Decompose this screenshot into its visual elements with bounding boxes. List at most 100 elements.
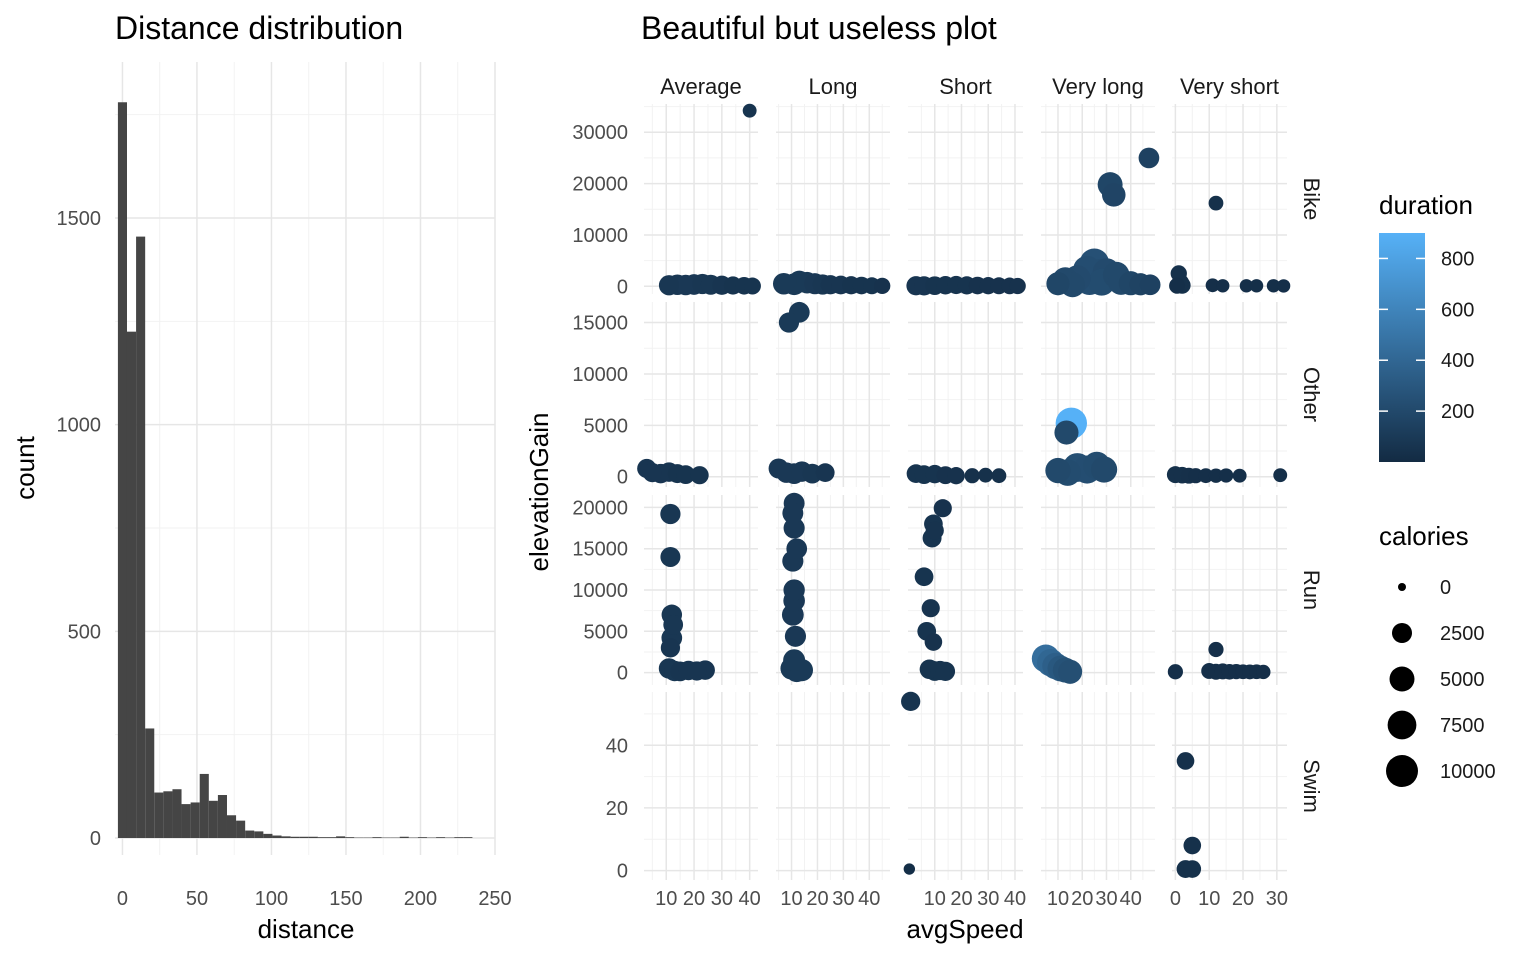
facet-y-tick-label: 5000 bbox=[584, 415, 629, 437]
facet-x-tick-label: 10 bbox=[655, 888, 677, 910]
scatter-point bbox=[921, 599, 940, 618]
histogram-bar bbox=[199, 773, 209, 838]
histogram-y-tick-label: 0 bbox=[90, 828, 101, 850]
histogram-bar bbox=[326, 837, 337, 838]
histogram-bar bbox=[226, 815, 237, 838]
scatter-point bbox=[784, 625, 807, 647]
duration-legend-label: 600 bbox=[1441, 299, 1474, 321]
histogram-y-tick-label: 500 bbox=[68, 621, 101, 643]
histogram-bar bbox=[154, 792, 164, 838]
facet-y-tick-label: 40 bbox=[606, 735, 628, 757]
histogram-bar bbox=[372, 837, 382, 838]
scatter-point bbox=[772, 272, 795, 295]
histogram-bar bbox=[136, 236, 146, 839]
scatter-point bbox=[1256, 664, 1271, 680]
facet-row-label: Other bbox=[1299, 367, 1324, 422]
scatter-point bbox=[1232, 468, 1247, 483]
histogram-bar bbox=[163, 791, 173, 838]
facet-y-tick-label: 0 bbox=[617, 861, 628, 883]
facet-x-tick-label: 20 bbox=[683, 888, 705, 910]
scatter-point bbox=[947, 467, 965, 485]
histogram-y-tick-label: 1000 bbox=[57, 415, 102, 437]
scatter-point bbox=[925, 521, 944, 540]
calories-legend-label: 7500 bbox=[1440, 715, 1485, 737]
facet-y-tick-label: 10000 bbox=[572, 580, 628, 602]
scatter-point bbox=[1208, 195, 1224, 211]
calories-legend-label: 2500 bbox=[1440, 623, 1485, 645]
facet-y-tick-label: 5000 bbox=[584, 621, 629, 643]
scatter-point bbox=[935, 661, 956, 681]
scatter-point bbox=[782, 502, 804, 524]
facet-x-tick-label: 10 bbox=[1047, 888, 1069, 910]
histogram-bar bbox=[299, 836, 309, 838]
scatter-point bbox=[1266, 279, 1281, 293]
facet-y-tick-label: 0 bbox=[617, 276, 628, 298]
histogram-bar bbox=[336, 836, 346, 838]
calories-legend-label: 5000 bbox=[1440, 669, 1485, 691]
facet-x-tick-label: 20 bbox=[1071, 888, 1093, 910]
histogram-bar bbox=[245, 830, 255, 838]
calories-legend-label: 10000 bbox=[1440, 761, 1496, 783]
histogram-bar bbox=[172, 789, 182, 838]
facet-x-tick-label: 30 bbox=[1095, 888, 1117, 910]
histogram-bar bbox=[454, 837, 464, 838]
scatter-point bbox=[874, 277, 891, 295]
facet-y-tick-label: 30000 bbox=[572, 122, 628, 144]
histogram-bar bbox=[263, 833, 273, 838]
duration-colorbar bbox=[1379, 233, 1425, 462]
facet-x-tick-label: 10 bbox=[780, 888, 802, 910]
histogram-bar bbox=[436, 837, 446, 838]
histogram-bar bbox=[308, 836, 318, 838]
calories-legend-key bbox=[1386, 755, 1418, 787]
histogram-bar bbox=[272, 835, 282, 838]
duration-legend-title: duration bbox=[1379, 190, 1473, 220]
scatter-point bbox=[1208, 468, 1224, 483]
scatter-point bbox=[815, 463, 835, 482]
histogram-x-tick-label: 50 bbox=[186, 888, 208, 910]
scatter-point bbox=[1205, 278, 1220, 293]
scatter-point bbox=[991, 468, 1007, 484]
scatter-point bbox=[786, 538, 808, 560]
scatter-point bbox=[660, 546, 681, 567]
facet-column-label: Very long bbox=[1052, 74, 1144, 99]
scatter-point bbox=[642, 462, 662, 483]
scatter-point bbox=[1188, 468, 1204, 484]
scatter-point bbox=[660, 638, 681, 658]
facet-x-tick-label: 0 bbox=[1170, 888, 1181, 910]
facet-y-tick-label: 0 bbox=[617, 467, 628, 489]
facet-x-tick-label: 40 bbox=[739, 888, 761, 910]
facet-x-tick-label: 30 bbox=[832, 888, 854, 910]
scatter-point bbox=[1249, 279, 1264, 293]
histogram-bar bbox=[463, 837, 473, 838]
scatter-point bbox=[1183, 860, 1202, 878]
facet-x-tick-label: 40 bbox=[1004, 888, 1026, 910]
scatter-point bbox=[1046, 272, 1070, 296]
calories-legend-key bbox=[1398, 583, 1406, 591]
scatter-point bbox=[1139, 274, 1161, 296]
scatter-point bbox=[743, 277, 761, 295]
calories-legend-label: 0 bbox=[1440, 577, 1451, 599]
scatter-point bbox=[914, 567, 934, 587]
scatter-point bbox=[663, 614, 684, 635]
histogram-title: Distance distribution bbox=[115, 10, 403, 46]
scatter-point bbox=[676, 465, 696, 485]
scatter-point bbox=[1170, 265, 1187, 282]
histogram-x-tick-label: 0 bbox=[117, 888, 128, 910]
scatter-point bbox=[964, 468, 980, 484]
facet-y-tick-label: 20000 bbox=[572, 497, 628, 519]
histogram-bar bbox=[290, 836, 300, 838]
histogram-x-axis-title: distance bbox=[258, 914, 355, 944]
scatter-point bbox=[1239, 279, 1254, 293]
histogram-bar bbox=[281, 836, 291, 838]
histogram-bar bbox=[236, 820, 246, 838]
facet-y-tick-label: 20000 bbox=[572, 174, 628, 196]
scatter-point bbox=[1273, 468, 1288, 483]
scatter-point bbox=[924, 633, 943, 651]
histogram-bar bbox=[345, 837, 355, 838]
scatter-point bbox=[1198, 468, 1214, 484]
scatter-point bbox=[1169, 277, 1186, 294]
histogram-bar bbox=[254, 831, 264, 838]
histogram-bar bbox=[145, 728, 155, 838]
